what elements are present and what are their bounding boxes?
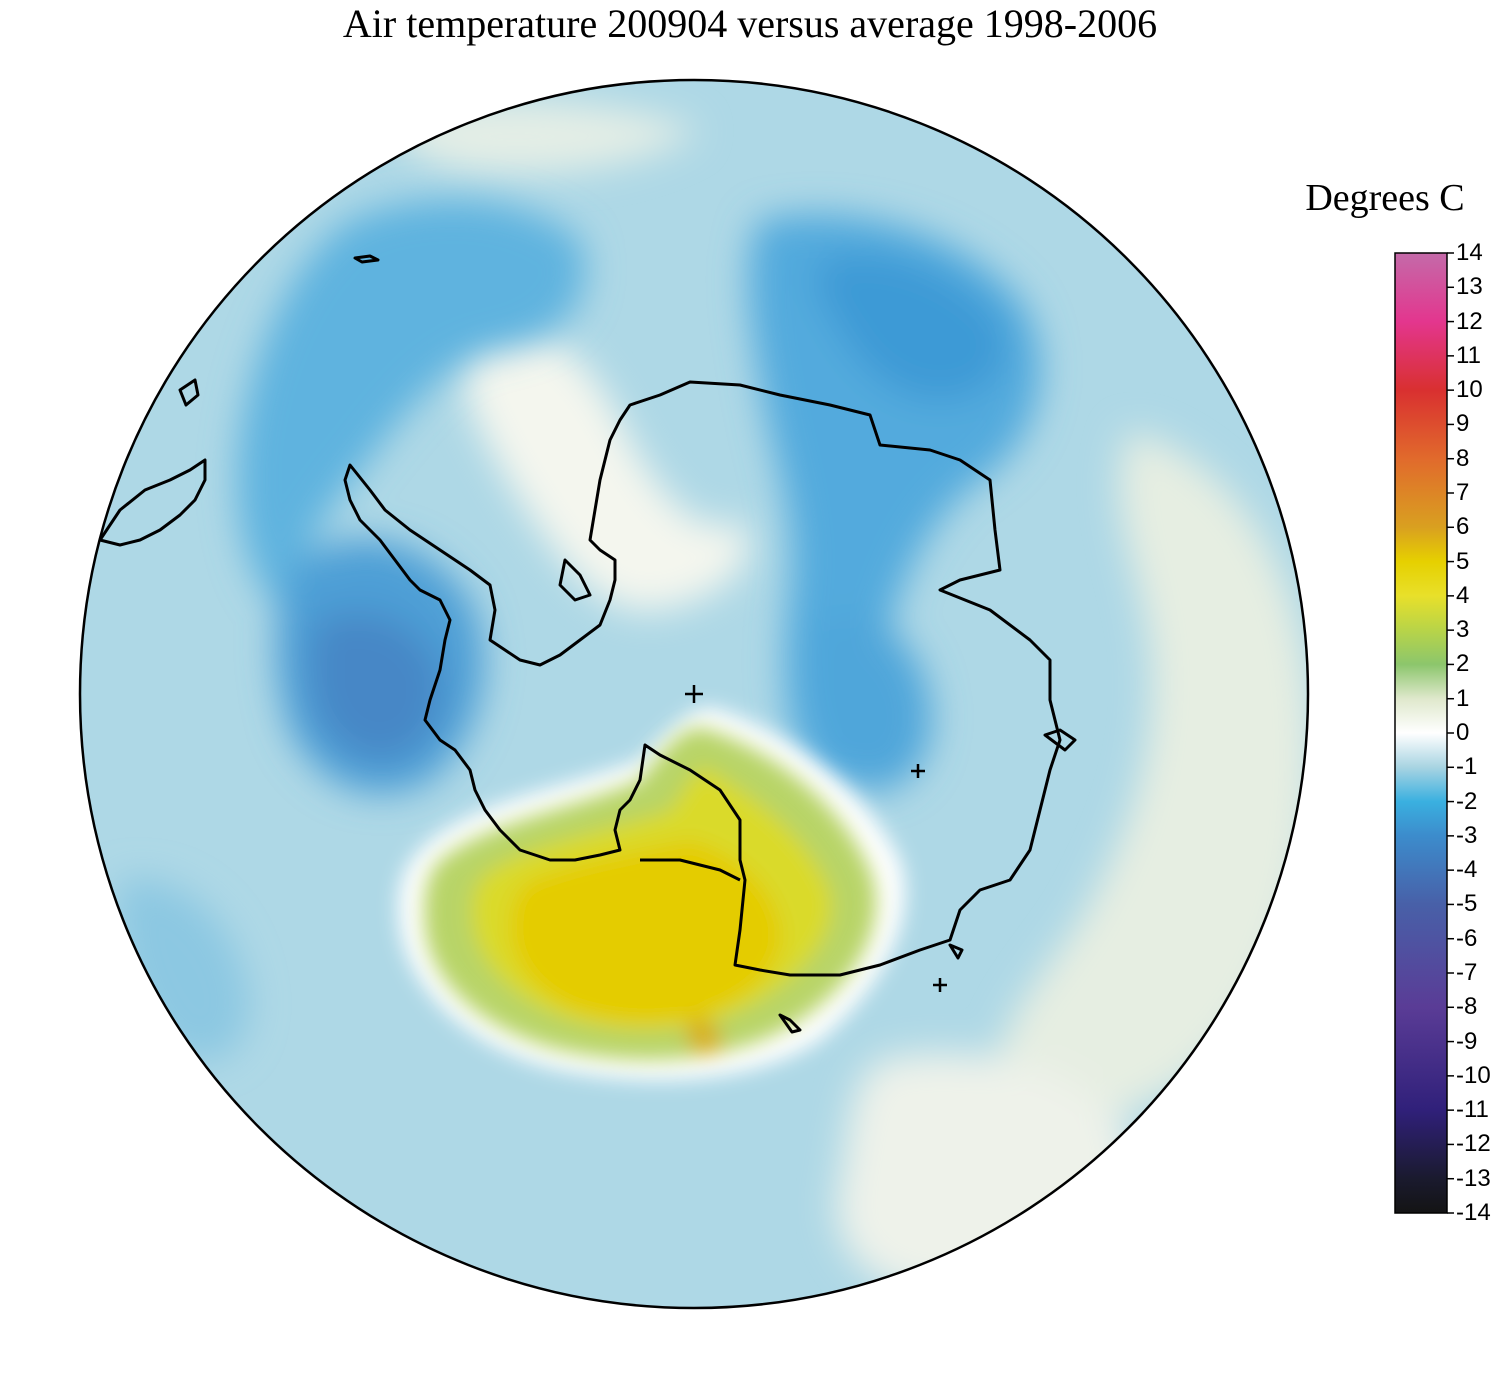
legend-color-bar <box>1394 252 1448 1214</box>
legend-tick-label: 10 <box>1456 376 1483 404</box>
map-border <box>78 78 1310 1310</box>
legend-tick-label: -5 <box>1456 890 1478 918</box>
legend-tick-label: 2 <box>1456 650 1470 678</box>
legend-tick-label: 14 <box>1456 239 1483 266</box>
ross-ice-shelf-edge <box>640 858 741 882</box>
legend-tick-label: 8 <box>1456 444 1470 472</box>
legend-tick-label: -9 <box>1456 1027 1478 1055</box>
legend-tick-label: 9 <box>1456 410 1470 438</box>
legend-tick-label: 11 <box>1456 341 1481 369</box>
legend-tick-label: 4 <box>1456 581 1470 609</box>
coastline <box>98 254 1077 1034</box>
warm-spot-south <box>686 1018 722 1055</box>
legend-tick-label: 13 <box>1456 273 1483 301</box>
warm-region-core <box>510 840 782 1025</box>
legend-tick-label: 6 <box>1456 513 1470 541</box>
legend-tick-label: -3 <box>1456 821 1478 849</box>
legend-tick-label: -7 <box>1456 959 1478 986</box>
ronne-ice-shelf-edge <box>558 558 592 602</box>
legend-tick-label: 1 <box>1456 684 1470 712</box>
legend-tick-label: -2 <box>1456 787 1478 815</box>
grid-marker-east <box>911 764 925 778</box>
legend-tick-label: 12 <box>1456 307 1483 335</box>
graticule-markers <box>685 685 947 992</box>
island-south <box>778 1013 802 1034</box>
legend-tick-label: -11 <box>1456 1096 1489 1124</box>
legend-tick-label: -8 <box>1456 993 1478 1021</box>
grid-marker-southeast <box>933 978 947 992</box>
legend-tick-label: -12 <box>1456 1130 1491 1158</box>
legend-tick-label: -1 <box>1456 753 1478 781</box>
pole-marker <box>685 685 703 703</box>
near-zero-region-east <box>996 430 1308 1121</box>
map-title: Air temperature 200904 versus average 19… <box>342 1 1158 46</box>
legend-tick-label: 5 <box>1456 547 1470 575</box>
legend-tick-label: -4 <box>1456 856 1478 884</box>
near-zero-region-weddell <box>460 324 749 612</box>
legend-tick-label: 3 <box>1456 616 1470 644</box>
antarctica-coastline <box>343 380 1062 977</box>
legend-tick-label: -13 <box>1456 1164 1491 1192</box>
island-west-1 <box>178 378 200 407</box>
legend-tick-label: 7 <box>1456 479 1470 506</box>
legend-tick-label: -14 <box>1456 1199 1491 1226</box>
legend-title: Degrees C <box>1305 177 1465 219</box>
cold-core-northeast <box>816 253 1007 400</box>
legend-tick-label: -10 <box>1456 1061 1491 1089</box>
south-georgia <box>353 254 380 264</box>
cold-region-east-coast <box>810 614 932 792</box>
legend-tick-label: -6 <box>1456 924 1478 952</box>
island-coast-east <box>1043 728 1077 752</box>
legend-tick-marks <box>1447 252 1454 1214</box>
south-america-tip <box>98 458 207 547</box>
cold-core-peninsula <box>310 612 442 760</box>
legend-tick-label: 0 <box>1456 719 1470 746</box>
cold-region-northwest <box>237 199 586 620</box>
island-south-2 <box>948 943 964 960</box>
